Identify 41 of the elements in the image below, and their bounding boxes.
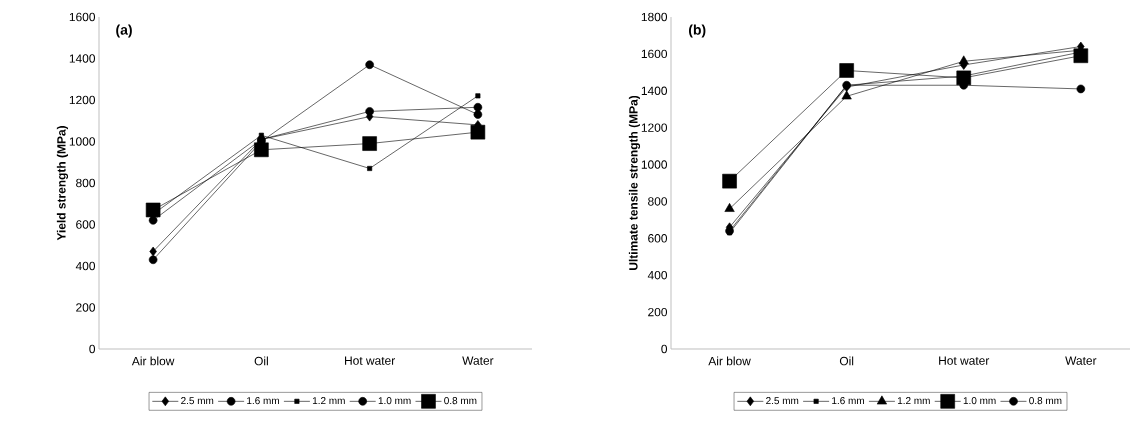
- x-tick-label: Hot water: [345, 356, 395, 365]
- y-axis-title: Yield strength (MPa): [56, 126, 69, 241]
- y-tick-label: 600: [648, 234, 668, 243]
- legend-label: 0.8 mm: [1029, 397, 1062, 405]
- y-tick-label: 400: [647, 270, 668, 280]
- legend-label: 2.5 mm: [766, 397, 799, 405]
- y-tick-label: 400: [75, 261, 96, 271]
- x-tick-label: Oil: [254, 356, 268, 366]
- legend-label: 0.8 mm: [444, 397, 477, 405]
- x-tick-label: Air blow: [708, 356, 751, 366]
- y-tick-label: 1200: [69, 95, 96, 105]
- legend-label: 1.0 mm: [378, 397, 411, 405]
- y-tick-label: 800: [76, 178, 96, 188]
- x-tick-label: Air blow: [131, 356, 175, 366]
- y-tick-label: 600: [76, 220, 96, 229]
- y-tick-label: 0: [661, 344, 668, 354]
- legend-label: 1.2 mm: [897, 397, 930, 405]
- y-tick-label: 1000: [69, 137, 96, 146]
- text: (b): [688, 24, 706, 38]
- x-tick-label: Water: [462, 356, 494, 365]
- x-tick-label: Hot water: [939, 356, 990, 365]
- y-tick-label: 0: [89, 344, 96, 354]
- y-axis-title: Ultimate tensile strength (MPa): [628, 95, 641, 270]
- legend-label: 2.5 mm: [181, 397, 214, 405]
- legend-label: 1.0 mm: [963, 397, 996, 405]
- legend-label: 1.6 mm: [247, 397, 279, 405]
- y-tick-label: 1400: [69, 54, 96, 63]
- y-tick-label: 1800: [641, 12, 668, 22]
- y-tick-label: 800: [648, 197, 668, 206]
- text: (a): [116, 24, 132, 38]
- x-tick-label: Water: [1065, 356, 1097, 365]
- y-tick-label: 1600: [69, 12, 96, 22]
- y-tick-label: 1600: [641, 49, 668, 59]
- y-tick-label: 1200: [641, 123, 668, 132]
- legend-label: 1.2 mm: [312, 397, 345, 405]
- x-tick-label: Oil: [839, 356, 854, 366]
- y-tick-label: 200: [648, 307, 668, 317]
- y-tick-label: 200: [76, 303, 96, 312]
- legend-label: 1.6 mm: [832, 397, 864, 405]
- y-tick-label: 1000: [641, 160, 668, 169]
- y-tick-label: 1400: [641, 86, 668, 95]
